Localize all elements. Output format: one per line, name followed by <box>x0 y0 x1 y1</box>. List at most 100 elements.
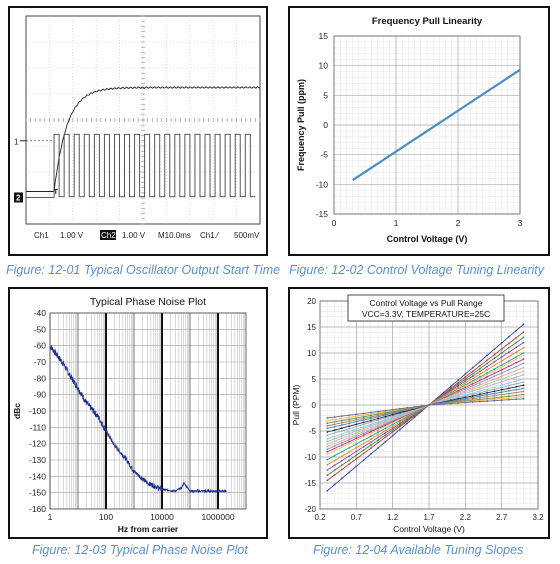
x-tick-label: 3 <box>518 218 523 228</box>
tuning-slope-point <box>515 388 518 391</box>
tuning-slope-point <box>340 468 343 471</box>
tuning-slope-point <box>340 435 343 438</box>
tuning-slope-point <box>486 378 488 381</box>
tuning-slope-point <box>362 439 365 441</box>
tuning-slope-point <box>333 416 336 418</box>
chart-title: Control Voltage vs Pull Range <box>370 298 483 308</box>
tuning-slope-point <box>333 464 336 467</box>
chart-title-box <box>347 294 505 322</box>
tuning-slope-point <box>508 335 510 338</box>
y-tick-label: 20 <box>307 297 316 306</box>
tuning-slope-point <box>377 434 379 436</box>
tuning-slope-point <box>515 398 518 401</box>
x-tick-label: 3.2 <box>532 513 544 522</box>
tuning-slope-point <box>500 366 503 368</box>
y-axis-label: Frequency Pull (ppm) <box>296 79 306 171</box>
tuning-slope-point <box>370 453 372 455</box>
tuning-slope-point <box>362 414 365 416</box>
ch2-scale: 1.00 V <box>122 231 146 240</box>
tuning-slope-point <box>370 417 372 420</box>
tuning-slope-point <box>326 458 329 461</box>
y-tick-label: -100 <box>29 406 46 416</box>
tuning-slope-point <box>384 429 387 432</box>
tuning-slope-point <box>508 384 510 387</box>
tuning-slope-point <box>515 369 518 372</box>
tuning-slope-point <box>340 424 343 426</box>
tuning-slope-point <box>479 385 481 388</box>
tuning-slope-point <box>377 415 379 418</box>
x-tick-label: 0.2 <box>314 513 326 522</box>
tuning-slope-point <box>508 397 510 399</box>
tuning-slope-point <box>500 391 503 394</box>
tuning-slope-point <box>384 432 387 434</box>
tuning-slope-point <box>471 392 474 394</box>
tuning-slope-point <box>384 434 387 436</box>
y-tick-label: -140 <box>29 471 46 481</box>
tuning-slope-point <box>348 440 350 443</box>
tuning-slope-point <box>471 397 474 400</box>
tuning-slope-point <box>522 378 525 380</box>
tuning-slope-point <box>522 395 525 398</box>
tuning-slope-point <box>355 437 358 440</box>
tuning-slope-point <box>522 370 525 373</box>
tuning-slope-point <box>471 390 474 392</box>
y-tick-label: -10 <box>316 179 329 189</box>
tuning-slope-point <box>479 390 481 392</box>
tuning-slope-point <box>340 417 343 420</box>
chart-subtitle: VCC=3.3V, TEMPERATURE=25C <box>362 309 490 319</box>
tuning-slope-point <box>370 438 372 441</box>
tuning-slope-point <box>348 471 350 474</box>
x-tick-label: 1 <box>48 512 53 522</box>
tuning-slope-point <box>522 384 525 387</box>
tuning-slope-point <box>464 385 467 387</box>
tuning-slope-point <box>493 392 496 395</box>
tuning-slope-point <box>464 401 467 404</box>
tuning-slope-point <box>508 392 510 395</box>
tuning-slope-point <box>391 425 394 428</box>
tuning-slope-point <box>486 397 488 400</box>
tuning-slope-point <box>522 354 525 357</box>
tuning-slope-point <box>471 372 474 375</box>
tuning-slope-point <box>486 381 488 383</box>
tuning-slope-point <box>340 419 343 422</box>
y-tick-label: -90 <box>34 390 47 400</box>
tuning-slope-point <box>333 425 336 428</box>
chart-title: Frequency Pull Linearity <box>372 16 483 27</box>
trigger-readout: Ch1 ⁄ <box>200 231 220 240</box>
ch2-label-box <box>100 230 116 240</box>
tuning-slope-point <box>479 360 481 363</box>
tuning-slope-point <box>391 434 394 437</box>
tuning-slope-point <box>508 342 510 345</box>
tuning-slope-point <box>355 454 358 456</box>
tuning-slope-point <box>348 451 350 453</box>
tuning-slope-point <box>471 370 474 373</box>
tuning-slope-point <box>355 423 358 426</box>
tuning-slope-point <box>479 377 481 380</box>
tuning-slope-point <box>370 427 372 430</box>
tuning-slope-point <box>377 426 379 428</box>
y-tick-label: 0 <box>312 401 317 410</box>
tuning-slope-point <box>362 449 365 451</box>
tuning-slope-point <box>348 425 350 428</box>
tuning-slope-point <box>493 380 496 383</box>
tuning-slope-point <box>348 427 350 430</box>
tuning-slope-point <box>355 435 358 438</box>
tuning-slope-point <box>377 447 379 449</box>
tuning-slope-point <box>420 405 423 407</box>
oscilloscope-chart: 1 2 T Ch1 1.00 V Ch2 1.00 V M10.0ms Ch1 ⁄ 500mV <box>14 15 261 240</box>
tuning-slope-point <box>515 346 518 349</box>
tuning-slope-point <box>333 450 336 452</box>
tuning-slope-point <box>362 421 365 424</box>
y-tick-label: 5 <box>312 375 317 384</box>
tuning-slope-point <box>515 358 518 361</box>
tuning-slope-point <box>355 428 358 430</box>
tuning-slope-point <box>486 391 488 394</box>
tuning-slope-point <box>355 433 358 436</box>
tuning-slope-point <box>340 421 343 424</box>
y-tick-label: -60 <box>34 341 47 351</box>
tuning-slope-point <box>340 477 343 480</box>
tuning-slope-point <box>500 356 503 358</box>
tuning-slope-point <box>515 365 518 368</box>
tuning-slope-point <box>508 368 510 371</box>
tuning-slope-point <box>479 393 481 396</box>
